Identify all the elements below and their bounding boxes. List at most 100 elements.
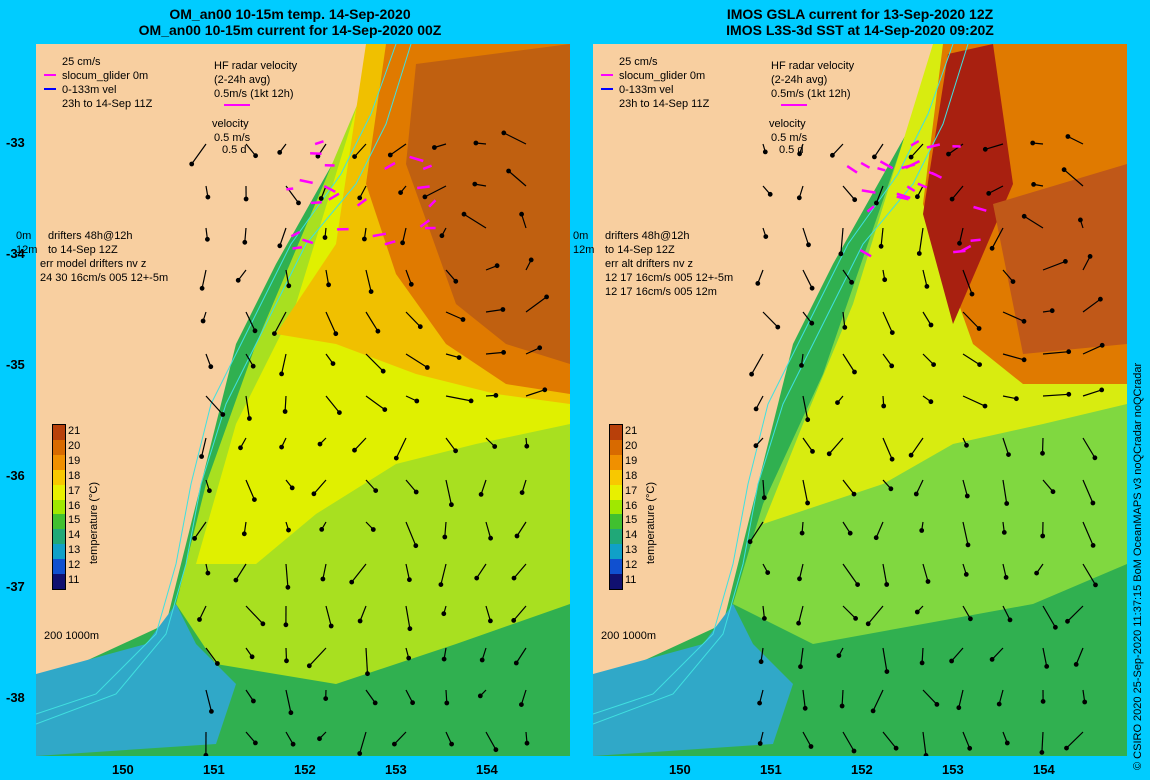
current-arrow-head	[511, 575, 517, 581]
current-arrow-head	[501, 130, 507, 136]
current-arrow-head	[878, 243, 884, 249]
current-arrow-head	[208, 709, 214, 714]
current-arrow-head	[243, 196, 249, 202]
colorbar-label: 17	[625, 484, 638, 497]
current-arrow-head	[282, 409, 288, 414]
current-arrow-head	[908, 154, 914, 160]
current-arrow	[354, 437, 367, 451]
current-arrow-head	[322, 235, 328, 240]
current-arrow-head	[853, 616, 859, 621]
current-arrow-head	[775, 324, 781, 330]
current-arrow	[325, 605, 332, 627]
current-arrow-head	[449, 741, 455, 747]
hf-radar-arrow	[928, 170, 937, 177]
current-arrow	[962, 353, 980, 366]
current-arrow-head	[252, 740, 258, 746]
right-glider-arrow	[601, 74, 613, 76]
current-arrow	[1082, 298, 1101, 313]
right-isobath-2	[593, 44, 954, 715]
current-arrow-head	[204, 236, 210, 242]
current-arrow-head	[946, 151, 951, 157]
current-arrow	[508, 170, 527, 187]
hf-radar-arrow	[286, 187, 294, 191]
current-arrow	[445, 269, 457, 282]
current-arrow	[922, 731, 927, 756]
current-arrow-head	[957, 240, 962, 246]
current-arrow-head	[357, 618, 363, 624]
x-tick-label: 152	[294, 762, 316, 777]
current-arrow-head	[1053, 624, 1058, 630]
current-arrow	[962, 731, 971, 749]
current-arrow	[513, 605, 527, 621]
x-tick-label: 152	[851, 762, 873, 777]
left-map-panel[interactable]: 25 cm/s slocum_glider 0m 0-133m vel 23h …	[36, 44, 570, 756]
current-arrow-head	[956, 705, 962, 711]
current-arrow-head	[444, 700, 450, 706]
left-velocity-scale: 0.5 m/s	[214, 132, 251, 144]
current-arrow-head	[1003, 575, 1009, 580]
current-arrow-head	[197, 617, 202, 622]
left-hf-title: HF radar velocity	[214, 60, 298, 72]
colorbar-segment	[53, 499, 65, 515]
hf-radar-arrow	[299, 178, 313, 185]
colorbar-label: 16	[625, 499, 638, 512]
colorbar-label: 19	[625, 454, 638, 467]
x-tick-label: 153	[385, 762, 407, 777]
current-arrow-head	[506, 168, 512, 174]
current-arrow-head	[924, 283, 930, 289]
current-arrow-head	[884, 669, 890, 674]
current-arrow-head	[407, 626, 413, 632]
colorbar-label: 20	[625, 439, 638, 452]
current-arrow	[245, 605, 264, 625]
current-arrow-head	[306, 663, 312, 669]
current-arrow	[405, 479, 417, 493]
current-arrow-head	[362, 236, 367, 242]
current-arrow-head	[514, 533, 520, 539]
right-vel-arrow	[601, 88, 613, 90]
current-arrow	[962, 521, 969, 546]
current-arrow	[915, 479, 924, 495]
right-velocity-scale: 0.5 m/s	[771, 132, 808, 144]
current-arrow	[802, 227, 810, 245]
current-arrow	[882, 311, 893, 333]
current-arrow-head	[1066, 349, 1072, 355]
hf-radar-arrow	[973, 205, 987, 212]
current-arrow-head	[908, 452, 914, 458]
current-arrow	[910, 143, 924, 158]
current-arrow	[285, 689, 292, 713]
current-arrow-head	[1044, 664, 1050, 669]
current-arrow	[842, 185, 856, 201]
current-arrow-head	[881, 403, 887, 409]
hf-radar-arrow	[419, 219, 431, 228]
right-title-line2: IMOS L3S-3d SST at 14-Sep-2020 09:20Z	[726, 22, 994, 38]
current-arrow	[762, 311, 779, 328]
colorbar-segment	[53, 454, 65, 471]
current-arrow	[325, 395, 340, 413]
hf-radar-arrow	[906, 185, 916, 193]
hf-radar-arrow	[846, 165, 858, 174]
current-arrow-head	[836, 653, 842, 658]
current-arrow-head	[1092, 455, 1098, 461]
current-arrow-head	[839, 703, 845, 709]
right-current-arrows	[747, 134, 1105, 756]
current-arrow-head	[761, 616, 767, 621]
current-arrow-head	[810, 449, 815, 454]
colorbar-segment	[53, 425, 65, 441]
current-arrow-head	[501, 350, 507, 355]
hf-radar-arrow	[428, 199, 437, 208]
current-arrow-head	[286, 527, 291, 533]
hf-radar-arrow	[879, 160, 894, 170]
left-drift-time: 12m	[16, 244, 38, 256]
current-arrow-head	[200, 318, 206, 324]
current-arrow-head	[337, 410, 342, 416]
current-arrow	[922, 353, 935, 366]
current-arrow	[1067, 605, 1084, 622]
left-hf-scale: 0.5m/s (1kt 12h)	[214, 88, 294, 100]
current-arrow-head	[1090, 500, 1096, 506]
left-legend-scale: 25 cm/s	[62, 56, 101, 68]
current-arrow	[405, 605, 411, 629]
right-map-panel[interactable]: 25 cm/s slocum_glider 0m 0-133m vel 23h …	[593, 44, 1127, 756]
current-arrow-head	[372, 700, 378, 706]
x-tick-label: 154	[1033, 762, 1055, 777]
current-arrow-head	[214, 661, 220, 666]
